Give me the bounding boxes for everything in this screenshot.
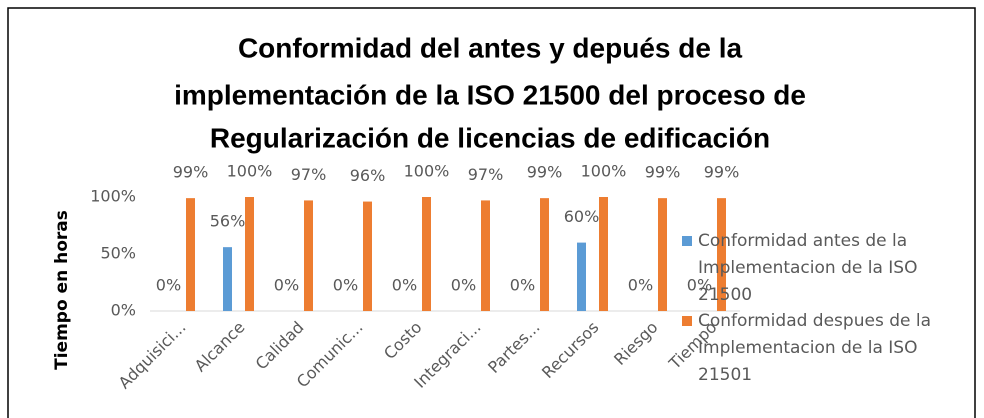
- data-label: 0%: [687, 276, 712, 295]
- chart-border: [7, 7, 976, 418]
- data-label: 0%: [392, 276, 417, 295]
- data-label: 0%: [156, 276, 181, 295]
- data-label: 0%: [510, 276, 535, 295]
- data-label: 99%: [527, 163, 563, 182]
- legend-swatch: [682, 236, 692, 246]
- data-label: 100%: [227, 162, 273, 181]
- legend-item: Conformidad despues de la Implementacion…: [682, 308, 972, 389]
- chart-title: Regularización de licencias de edificaci…: [210, 122, 770, 153]
- data-label: 97%: [468, 165, 504, 184]
- data-label: 0%: [274, 276, 299, 295]
- y-axis-label: Tiempo en horas: [52, 210, 72, 370]
- data-label: 99%: [704, 163, 740, 182]
- data-label: 0%: [451, 276, 476, 295]
- data-label: 0%: [333, 276, 358, 295]
- data-label: 96%: [350, 166, 386, 185]
- bar: [304, 200, 313, 311]
- chart-title: Conformidad del antes y depués de la: [238, 32, 743, 63]
- bar: [599, 197, 608, 311]
- data-label: 60%: [564, 207, 600, 226]
- data-label: 99%: [645, 163, 681, 182]
- data-label: 99%: [173, 163, 209, 182]
- data-label: 56%: [210, 212, 246, 231]
- legend-item: Conformidad antes de la Implementacion d…: [682, 228, 972, 309]
- data-label: 0%: [628, 276, 653, 295]
- bar: [186, 198, 195, 311]
- y-tick-label: 0%: [111, 301, 136, 320]
- y-tick-label: 50%: [100, 244, 136, 263]
- y-tick-label: 100%: [90, 187, 136, 206]
- legend-swatch: [682, 316, 692, 326]
- bar: [245, 197, 254, 311]
- data-label: 100%: [404, 162, 450, 181]
- bar: [223, 247, 232, 311]
- legend-label: Conformidad despues de la Implementacion…: [698, 311, 931, 385]
- bar: [577, 242, 586, 311]
- bar: [658, 198, 667, 311]
- bar: [540, 198, 549, 311]
- bar: [363, 201, 372, 311]
- bar: [481, 200, 490, 311]
- legend-label: Conformidad antes de la Implementacion d…: [698, 231, 918, 305]
- data-label: 97%: [291, 165, 327, 184]
- chart-title: implementación de la ISO 21500 del proce…: [174, 79, 806, 110]
- data-label: 100%: [581, 162, 627, 181]
- bar: [422, 197, 431, 311]
- bar: [717, 198, 726, 311]
